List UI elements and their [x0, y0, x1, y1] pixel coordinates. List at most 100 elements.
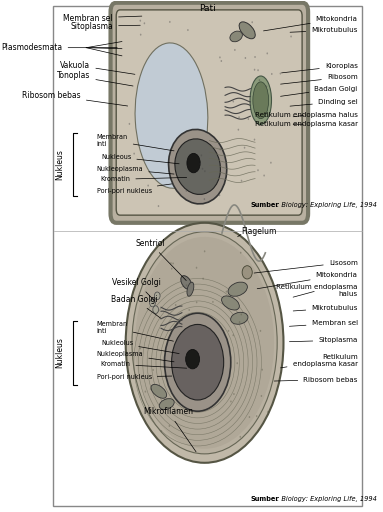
- Text: Sitoplasma: Sitoplasma: [290, 337, 358, 343]
- Text: Retikulum endoplasma kasar: Retikulum endoplasma kasar: [255, 121, 358, 127]
- Ellipse shape: [242, 266, 252, 279]
- Ellipse shape: [270, 162, 272, 164]
- Ellipse shape: [230, 31, 242, 42]
- Text: Plasmodesmata: Plasmodesmata: [2, 43, 117, 52]
- Ellipse shape: [230, 400, 232, 402]
- Text: Sitoplasma: Sitoplasma: [70, 22, 140, 31]
- FancyBboxPatch shape: [116, 10, 302, 215]
- Ellipse shape: [239, 436, 241, 438]
- Ellipse shape: [171, 268, 173, 270]
- Ellipse shape: [257, 169, 259, 171]
- Text: Ribosom bebas: Ribosom bebas: [274, 376, 358, 382]
- Ellipse shape: [238, 116, 240, 118]
- Ellipse shape: [264, 175, 265, 177]
- Ellipse shape: [140, 34, 141, 36]
- Text: : Biology: Exploring Life, 1994: : Biology: Exploring Life, 1994: [277, 496, 377, 502]
- Ellipse shape: [200, 163, 201, 165]
- Ellipse shape: [254, 139, 255, 141]
- Text: Membran sel: Membran sel: [64, 13, 142, 23]
- Ellipse shape: [239, 321, 241, 323]
- Text: Tonoplas: Tonoplas: [57, 71, 133, 86]
- Text: Kromatin: Kromatin: [100, 361, 187, 368]
- Ellipse shape: [233, 393, 235, 395]
- Text: Mitokondria: Mitokondria: [257, 272, 358, 289]
- Ellipse shape: [150, 299, 155, 307]
- Ellipse shape: [232, 100, 234, 102]
- Ellipse shape: [187, 29, 189, 31]
- Ellipse shape: [145, 391, 146, 393]
- Ellipse shape: [172, 263, 174, 265]
- Text: Kromatin: Kromatin: [100, 177, 187, 182]
- Text: Pati: Pati: [200, 5, 216, 13]
- Ellipse shape: [266, 86, 267, 88]
- Ellipse shape: [232, 334, 234, 336]
- Text: Kloroplas: Kloroplas: [282, 63, 358, 73]
- Ellipse shape: [175, 304, 177, 306]
- Text: Retikulum endoplasma
halus: Retikulum endoplasma halus: [276, 284, 358, 297]
- Ellipse shape: [261, 395, 262, 397]
- Ellipse shape: [152, 369, 154, 371]
- Ellipse shape: [151, 385, 167, 398]
- Ellipse shape: [140, 352, 141, 354]
- Ellipse shape: [260, 330, 261, 332]
- Ellipse shape: [219, 194, 220, 196]
- Ellipse shape: [256, 415, 257, 417]
- Ellipse shape: [129, 123, 130, 125]
- Ellipse shape: [165, 313, 231, 411]
- Text: Nukleolus: Nukleolus: [101, 340, 179, 354]
- Ellipse shape: [241, 313, 242, 315]
- Text: Nukleus: Nukleus: [56, 337, 65, 369]
- Ellipse shape: [204, 250, 205, 252]
- Text: Sumber: Sumber: [250, 496, 279, 502]
- Ellipse shape: [228, 282, 247, 296]
- Ellipse shape: [249, 416, 250, 418]
- Ellipse shape: [139, 347, 141, 349]
- Text: Nukleoplasma: Nukleoplasma: [97, 351, 174, 362]
- Text: Nukleoplasma: Nukleoplasma: [97, 166, 174, 174]
- Ellipse shape: [172, 325, 224, 400]
- Ellipse shape: [226, 291, 227, 293]
- Ellipse shape: [254, 56, 256, 58]
- Ellipse shape: [257, 69, 259, 71]
- Text: Sumber: Sumber: [250, 202, 279, 208]
- Text: Ribosom bebas: Ribosom bebas: [22, 91, 128, 106]
- Text: Membran sel: Membran sel: [290, 321, 358, 327]
- Ellipse shape: [234, 49, 236, 51]
- Ellipse shape: [139, 19, 141, 22]
- Text: Mitokondria: Mitokondria: [264, 16, 358, 31]
- Text: Retikulum
endoplasma kasar: Retikulum endoplasma kasar: [281, 354, 358, 368]
- Ellipse shape: [202, 168, 203, 170]
- Text: Sentriol: Sentriol: [136, 239, 186, 281]
- Ellipse shape: [133, 153, 135, 155]
- Text: Pori-pori nukleus: Pori-pori nukleus: [97, 374, 172, 380]
- Ellipse shape: [240, 252, 242, 254]
- Ellipse shape: [126, 223, 283, 463]
- Ellipse shape: [251, 21, 253, 23]
- Text: Mikrotubulus: Mikrotubulus: [290, 27, 358, 33]
- Text: Badan Golgi: Badan Golgi: [281, 86, 358, 96]
- Text: Retikulum endoplasma halus: Retikulum endoplasma halus: [255, 112, 358, 118]
- Ellipse shape: [135, 237, 274, 449]
- Ellipse shape: [158, 205, 159, 207]
- Text: Badan Golgi: Badan Golgi: [111, 295, 161, 318]
- Ellipse shape: [271, 73, 273, 75]
- Ellipse shape: [160, 430, 162, 432]
- Ellipse shape: [202, 278, 204, 280]
- Ellipse shape: [175, 139, 221, 195]
- Ellipse shape: [219, 148, 221, 151]
- Ellipse shape: [236, 362, 238, 364]
- Ellipse shape: [186, 350, 200, 369]
- Text: Membran
inti: Membran inti: [97, 321, 173, 341]
- Text: Vakuola: Vakuola: [60, 60, 135, 74]
- Ellipse shape: [154, 292, 160, 300]
- Text: Dinding sel: Dinding sel: [290, 99, 358, 106]
- Ellipse shape: [132, 232, 277, 454]
- Ellipse shape: [147, 184, 149, 186]
- FancyBboxPatch shape: [111, 3, 308, 223]
- Text: : Biology: Exploring Life, 1994: : Biology: Exploring Life, 1994: [277, 202, 377, 208]
- Ellipse shape: [222, 296, 239, 310]
- Ellipse shape: [169, 130, 227, 204]
- Ellipse shape: [254, 69, 255, 71]
- Text: Pori-pori nukleus: Pori-pori nukleus: [97, 184, 172, 194]
- Ellipse shape: [250, 76, 272, 124]
